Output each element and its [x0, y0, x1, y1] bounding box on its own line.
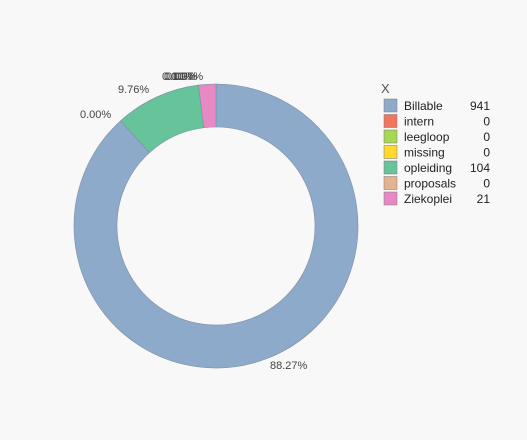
percent-label-group: 88.27%9.76%0.00%0.00%1.97%0.00%0.00%	[80, 71, 308, 372]
legend-value: 0	[483, 177, 490, 191]
legend-value: 0	[483, 146, 490, 160]
legend-item-opleiding[interactable]: opleiding 104	[383, 160, 490, 175]
pct-label-zero-extra-1: 0.00%	[166, 71, 197, 83]
slice-billable[interactable]	[73, 83, 359, 369]
legend-label: Ziekoplei	[404, 192, 452, 206]
legend-value: 0	[483, 130, 490, 144]
legend-label: opleiding	[404, 161, 452, 175]
legend-swatch	[383, 160, 398, 175]
legend-title: X	[381, 81, 390, 96]
pct-label-proposals: 0.00%	[162, 71, 193, 83]
legend-label: missing	[404, 146, 445, 160]
pct-label-opleiding: 9.76%	[118, 84, 149, 96]
legend-item-leegloop[interactable]: leegloop 0	[383, 129, 490, 144]
legend-value: 0	[483, 115, 490, 129]
legend-swatch	[383, 145, 398, 159]
legend-value: 941	[470, 99, 490, 113]
pct-label-zero-extra-2: 0.00%	[164, 71, 195, 83]
slice-ziekoplei[interactable]	[198, 83, 217, 129]
legend-label: proposals	[404, 177, 456, 191]
pct-label-billable: 88.27%	[270, 360, 308, 372]
legend-item-missing[interactable]: missing 0	[383, 145, 490, 160]
legend-value: 104	[470, 161, 490, 175]
legend-item-proposals[interactable]: proposals 0	[383, 176, 490, 191]
pct-label-ziekoplei: 1.97%	[172, 71, 203, 83]
legend-swatch	[383, 98, 398, 113]
legend-item-intern[interactable]: intern 0	[383, 114, 490, 129]
legend-swatch	[383, 176, 398, 190]
legend-item-ziekoplei[interactable]: Ziekoplei 21	[383, 191, 491, 206]
legend-label: intern	[404, 115, 434, 129]
slice-group	[73, 83, 359, 369]
legend-swatch	[383, 114, 398, 128]
legend-label: leegloop	[404, 130, 450, 144]
legend-item-billable[interactable]: Billable 941	[383, 98, 490, 113]
legend-swatch	[383, 129, 398, 144]
pct-label-intern: 0.00%	[80, 109, 111, 121]
legend-value: 21	[477, 192, 491, 206]
legend-swatch	[383, 191, 398, 206]
legend-label: Billable	[404, 99, 443, 113]
